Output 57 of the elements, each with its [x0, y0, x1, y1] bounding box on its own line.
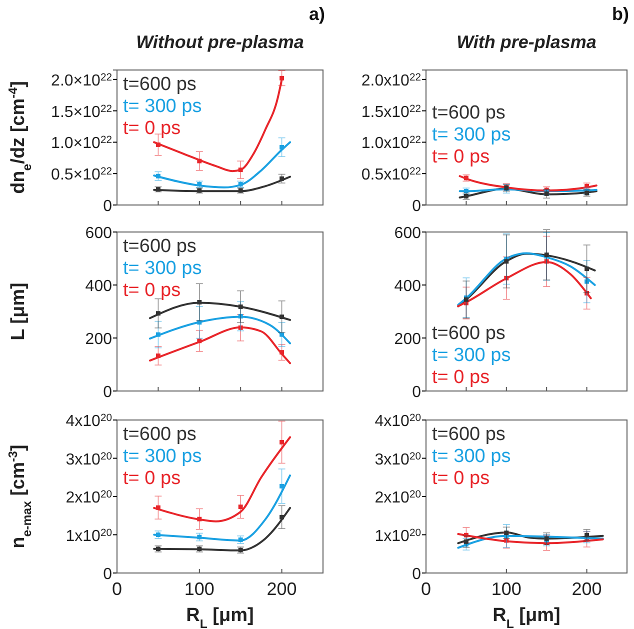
- y-tick-label: 0: [412, 198, 422, 215]
- chart-title: With pre-plasma: [456, 32, 596, 52]
- y-tick-label: 0: [412, 384, 422, 401]
- y-tick-label: 200: [85, 331, 112, 348]
- x-axis-title: R$_{L}$ [μm]: [492, 605, 560, 629]
- y-tick-label: 2.0×10$^{22}$: [51, 72, 112, 90]
- series-label: t= 0 ps: [432, 146, 490, 168]
- text: b): [612, 4, 629, 24]
- y-tick-label: 1.5x10$^{22}$: [361, 103, 422, 121]
- x-tick-label: 200: [266, 579, 297, 599]
- y-tick-label: 200: [394, 331, 422, 348]
- text: t= 0 ps: [123, 280, 181, 301]
- y-tick-label: 1.5×10$^{22}$: [51, 103, 112, 121]
- y-tick-label: 0: [103, 384, 112, 401]
- y-tick-label: 400: [394, 278, 422, 295]
- series-label: t=600 ps: [432, 323, 506, 344]
- text: t=600 ps: [123, 424, 196, 445]
- y-tick-label: 600: [85, 225, 112, 242]
- y-tick-label: 1x10$^{20}$: [66, 527, 112, 545]
- text: t= 300 ps: [432, 345, 511, 366]
- text: t=600 ps: [123, 74, 196, 95]
- y-tick-label: 1.0×10$^{22}$: [51, 134, 112, 152]
- y-tick-label: 3x10$^{20}$: [374, 450, 422, 468]
- y-tick-label: 0.5x10$^{22}$: [361, 166, 422, 184]
- text: a): [308, 4, 325, 24]
- y-tick-label: 0: [103, 566, 112, 583]
- x-tick-label: 100: [491, 579, 522, 599]
- y-tick-label: 2x10$^{20}$: [66, 489, 112, 506]
- text: t= 300 ps: [123, 258, 202, 279]
- x-axis-title: R$_{L}$ [μm]: [186, 605, 254, 629]
- x-tick-label: 100: [184, 579, 214, 599]
- y-tick-label: 4x10$^{20}$: [374, 412, 422, 430]
- text: t= 300 ps: [432, 124, 511, 146]
- text: t=600 ps: [432, 102, 506, 124]
- text: t= 300 ps: [123, 446, 202, 467]
- y-tick-label: 0.5×10$^{22}$: [51, 166, 112, 184]
- text: t=600 ps: [432, 424, 506, 445]
- chart-title: Without pre-plasma: [136, 32, 304, 52]
- y-tick-label: 2x10$^{20}$: [374, 489, 422, 506]
- text: t= 0 ps: [432, 367, 490, 388]
- y-tick-label: 0: [412, 566, 422, 583]
- series-label: t= 0 ps: [123, 118, 181, 139]
- text: t= 300 ps: [123, 96, 202, 117]
- y-tick-label: 600: [394, 225, 422, 242]
- y-tick-label: 1.0x10$^{22}$: [361, 134, 422, 152]
- text: t=600 ps: [123, 236, 196, 257]
- y-tick-label: 400: [85, 278, 112, 295]
- y-tick-label: 0: [103, 198, 112, 215]
- y-tick-label: 3x10$^{20}$: [66, 450, 112, 468]
- series-label: t= 0 ps: [123, 468, 181, 489]
- x-tick-label: 200: [572, 579, 602, 599]
- y-tick-label: 4x10$^{20}$: [66, 412, 112, 430]
- y-axis-title: L [μm]: [8, 282, 29, 340]
- text: t= 0 ps: [432, 468, 490, 489]
- text: t= 300 ps: [432, 446, 511, 467]
- y-tick-label: 1x10$^{20}$: [374, 527, 422, 545]
- y-tick-label: 2.0x10$^{22}$: [361, 72, 422, 90]
